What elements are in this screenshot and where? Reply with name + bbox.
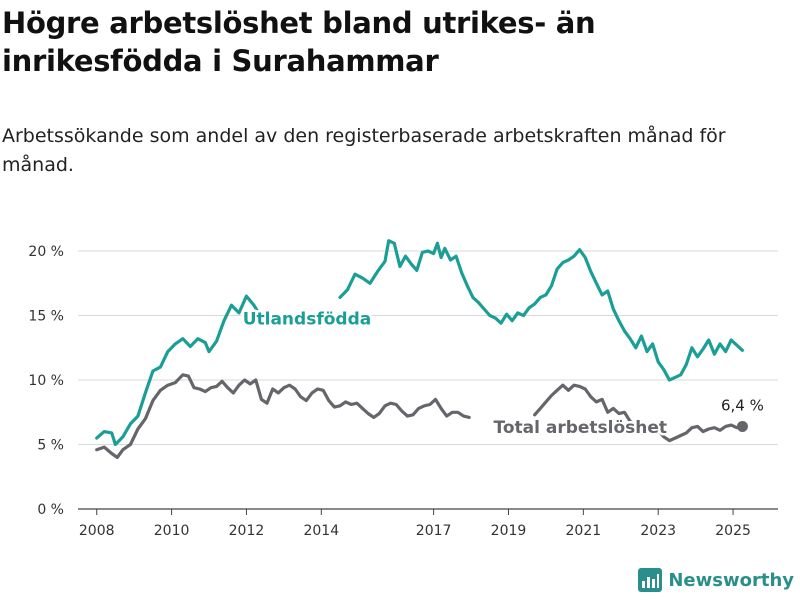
x-tick-label: 2023 (640, 523, 676, 539)
end-point-label: 6,4 % (721, 396, 764, 414)
x-tick-label: 2014 (303, 523, 339, 539)
y-tick-label: 5 % (37, 438, 64, 454)
x-axis: 2008 2010 2012 2014 2017 2019 2021 2023 2025 (79, 509, 751, 539)
y-tick-label: 15 % (28, 309, 64, 325)
series-label: Utlandsfödda (243, 310, 372, 330)
newsworthy-brand: Newsworthy (638, 568, 794, 592)
x-tick-label: 2010 (154, 523, 190, 539)
series-label: Total arbetslöshet (494, 418, 668, 438)
brand-name: Newsworthy (668, 569, 794, 591)
x-tick-label: 2008 (79, 523, 115, 539)
x-tick-label: 2025 (715, 523, 751, 539)
chart-title: Högre arbetslöshet bland utrikes- än inr… (2, 6, 596, 78)
series-lines (95, 239, 744, 459)
x-tick-label: 2012 (229, 523, 265, 539)
series-line-total (95, 373, 471, 459)
series-labels: Utlandsfödda Total arbetslöshet 6,4 % (240, 307, 764, 440)
x-tick-label: 2017 (416, 523, 452, 539)
chart-subtitle: Arbetssökande som andel av den registerb… (2, 125, 726, 176)
y-tick-label: 20 % (28, 244, 64, 260)
series-line-utlandsfodda (95, 294, 260, 447)
newsworthy-logo-icon (638, 568, 663, 592)
y-tick-label: 0 % (37, 502, 64, 518)
series-line-utlandsfodda (338, 239, 744, 382)
y-axis: 0 % 5 % 10 % 15 % 20 % (28, 244, 64, 518)
x-tick-label: 2019 (491, 523, 527, 539)
x-tick-label: 2021 (566, 523, 602, 539)
y-tick-label: 10 % (28, 373, 64, 389)
end-point-marker (736, 420, 748, 432)
series-line-total (533, 383, 744, 443)
